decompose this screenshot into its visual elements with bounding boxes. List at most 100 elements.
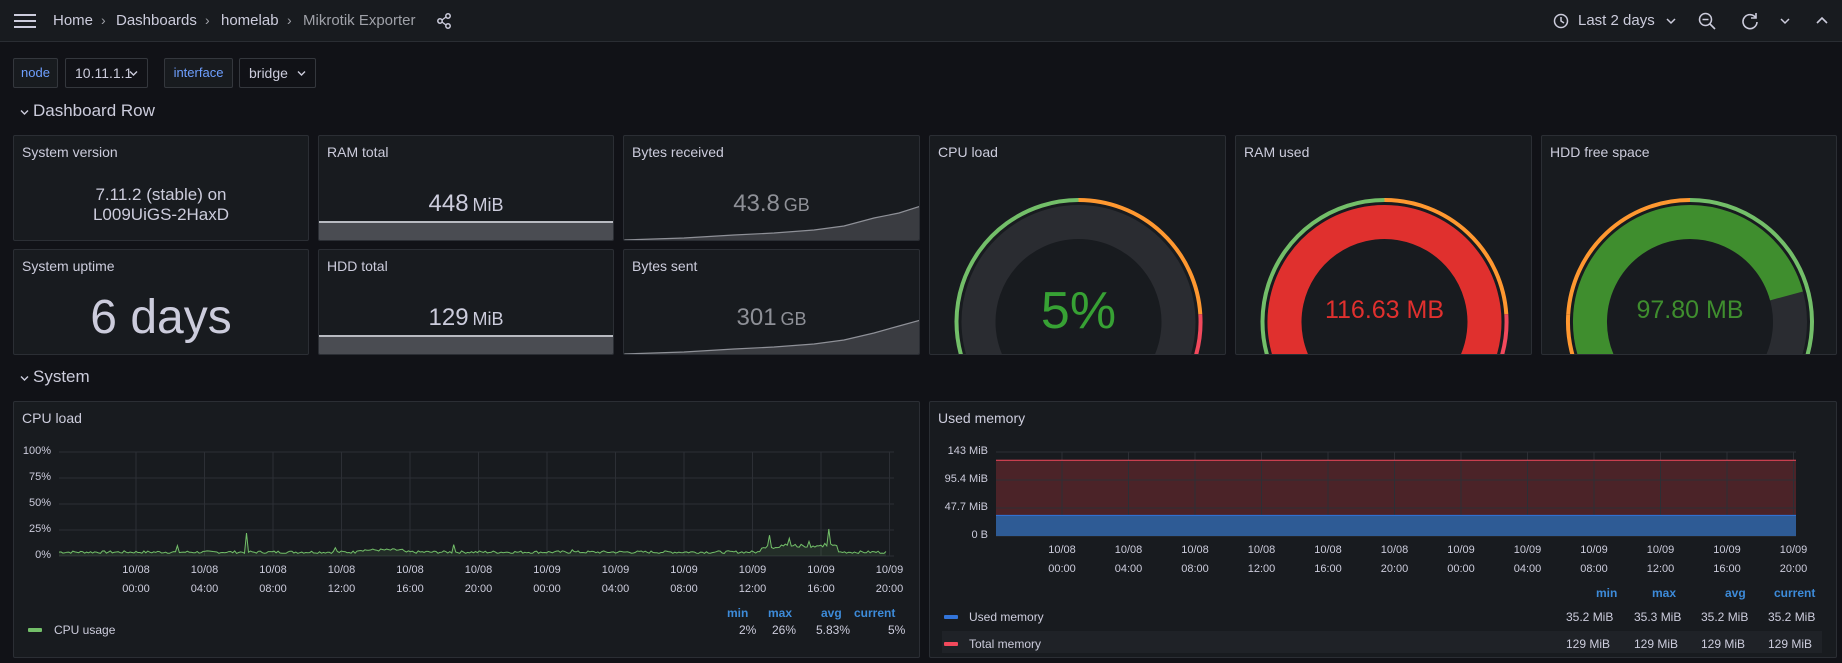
legend-value-min: 129 MiB <box>1566 637 1611 651</box>
x-tick-label: 10/09 <box>670 564 698 576</box>
stat-value: 448 MiB <box>319 190 613 218</box>
stat-number: 301 <box>736 304 777 331</box>
x-tick-label: 10/09 <box>807 564 835 576</box>
y-tick-label: 50% <box>28 497 51 509</box>
gauge-threshold-arc <box>1500 314 1509 354</box>
panel-title: CPU load <box>22 410 82 426</box>
stat-value: 43.8 GB <box>624 190 919 218</box>
gauge-value-arc <box>1573 205 1803 354</box>
x-tick-label: 00:00 <box>533 583 561 595</box>
x-tick-label: 10/08 <box>1314 544 1342 556</box>
x-tick-label: 12:00 <box>738 583 767 595</box>
x-tick-label: 08:00 <box>259 583 287 595</box>
gauge-threshold-arc <box>1566 198 1691 315</box>
panel-system-uptime: System uptime 6 days <box>13 249 309 355</box>
legend-color-swatch <box>944 615 958 619</box>
legend-series-name[interactable]: Total memory <box>969 637 1042 651</box>
legend-value-current: 5% <box>888 623 906 637</box>
x-tick-label: 00:00 <box>122 583 150 595</box>
row-header-dashboard[interactable]: Dashboard Row <box>18 101 178 125</box>
panel-title: RAM total <box>327 144 389 160</box>
top-navbar: Home › Dashboards › homelab › Mikrotik E… <box>0 0 1842 42</box>
x-tick-label: 04:00 <box>601 583 630 595</box>
refresh-icon[interactable] <box>1741 12 1759 30</box>
x-tick-label: 16:00 <box>807 583 835 595</box>
x-tick-label: 10/09 <box>1513 544 1542 556</box>
sparkline <box>624 206 919 240</box>
system-version-line2: L009UiGS-2HaxD <box>92 205 230 224</box>
gauge-threshold-arc <box>1078 198 1203 315</box>
breadcrumb-separator: › <box>205 12 210 28</box>
breadcrumb-separator: › <box>287 12 292 28</box>
x-tick-label: 10/09 <box>1447 544 1475 556</box>
x-tick-label: 10/08 <box>190 564 219 576</box>
gauge-threshold-arc <box>1260 198 1385 354</box>
panel-bytes-received: Bytes received 43.8 GB <box>623 135 920 241</box>
variable-label-interface: interface <box>164 58 233 88</box>
used-memory-graph <box>996 451 1796 537</box>
uptime-value: 6 days <box>90 291 232 344</box>
legend-header-avg[interactable]: avg <box>1725 586 1746 600</box>
legend-header-max[interactable]: max <box>768 606 793 620</box>
x-tick-label: 10/09 <box>601 564 630 576</box>
legend-series-name[interactable]: CPU usage <box>54 623 116 637</box>
row-header-system[interactable]: System <box>18 367 138 391</box>
gauge-value-arc <box>1267 205 1502 354</box>
legend-series-name[interactable]: Used memory <box>969 610 1044 624</box>
x-tick-label: 10/08 <box>1114 544 1143 556</box>
x-tick-label: 20:00 <box>464 583 493 595</box>
gauge-threshold-arc <box>1194 314 1203 354</box>
cpu-load-gauge <box>954 198 1203 354</box>
panel-ram-used-gauge: RAM used 116.63 MB <box>1235 135 1532 355</box>
x-tick-label: 10/08 <box>464 564 493 576</box>
legend-header-min[interactable]: min <box>727 606 749 620</box>
legend-color-swatch <box>944 642 958 646</box>
panel-system-version: System version 7.11.2 (stable) on L009Ui… <box>13 135 309 241</box>
x-tick-label: 20:00 <box>1779 563 1808 575</box>
chevron-down-icon <box>129 71 138 76</box>
variable-value-node: 10.11.1.1 <box>75 65 133 81</box>
x-tick-label: 10/08 <box>396 564 424 576</box>
stat-unit: MiB <box>472 309 504 329</box>
stat-unit: GB <box>783 195 810 215</box>
gauge-value: 116.63 MB <box>1324 296 1445 324</box>
legend-value-current: 35.2 MiB <box>1768 610 1816 624</box>
x-tick-label: 10/09 <box>1713 544 1741 556</box>
variable-select-interface[interactable]: bridge <box>239 58 316 88</box>
legend-header-min[interactable]: min <box>1596 586 1618 600</box>
panel-title: System uptime <box>22 258 115 274</box>
collapse-toolbar-icon[interactable] <box>1816 16 1828 25</box>
legend-header-current[interactable]: current <box>854 606 896 620</box>
refresh-interval-chevron-icon[interactable] <box>1780 17 1790 25</box>
panel-title: HDD free space <box>1550 144 1650 160</box>
menu-icon[interactable] <box>14 13 36 29</box>
x-tick-label: 10/08 <box>259 564 287 576</box>
share-icon[interactable] <box>436 13 452 29</box>
breadcrumb-home[interactable]: Home <box>53 12 94 29</box>
x-tick-label: 10/08 <box>1181 544 1209 556</box>
variable-select-node[interactable]: 10.11.1.1 <box>65 58 148 88</box>
x-tick-label: 00:00 <box>1447 563 1475 575</box>
legend-header-current[interactable]: current <box>1774 586 1816 600</box>
legend-header-max[interactable]: max <box>1652 586 1677 600</box>
zoom-out-icon[interactable] <box>1698 12 1716 30</box>
stat-value: 129 MiB <box>319 304 613 332</box>
breadcrumb-folder[interactable]: homelab <box>221 12 279 29</box>
series-line-cpu-usage <box>58 528 887 555</box>
panel-hdd-total: HDD total 129 MiB <box>318 249 614 355</box>
row-title: System <box>33 367 90 386</box>
panel-title: Bytes sent <box>632 258 698 274</box>
time-range-picker[interactable]: Last 2 days <box>1546 4 1680 38</box>
legend-header-avg[interactable]: avg <box>821 606 842 620</box>
breadcrumb-dashboards[interactable]: Dashboards <box>116 12 197 29</box>
chevron-down-icon <box>1666 18 1676 25</box>
x-tick-label: 10/08 <box>122 564 150 576</box>
stat-number: 129 <box>428 304 469 331</box>
legend-value-avg: 35.2 MiB <box>1701 610 1749 624</box>
panel-title: System version <box>22 144 118 160</box>
x-tick-label: 10/09 <box>738 564 767 576</box>
chevron-down-icon <box>20 110 29 115</box>
x-tick-label: 10/09 <box>1646 544 1675 556</box>
hdd-free-gauge <box>1565 198 1814 354</box>
x-tick-label: 10/08 <box>1380 544 1409 556</box>
